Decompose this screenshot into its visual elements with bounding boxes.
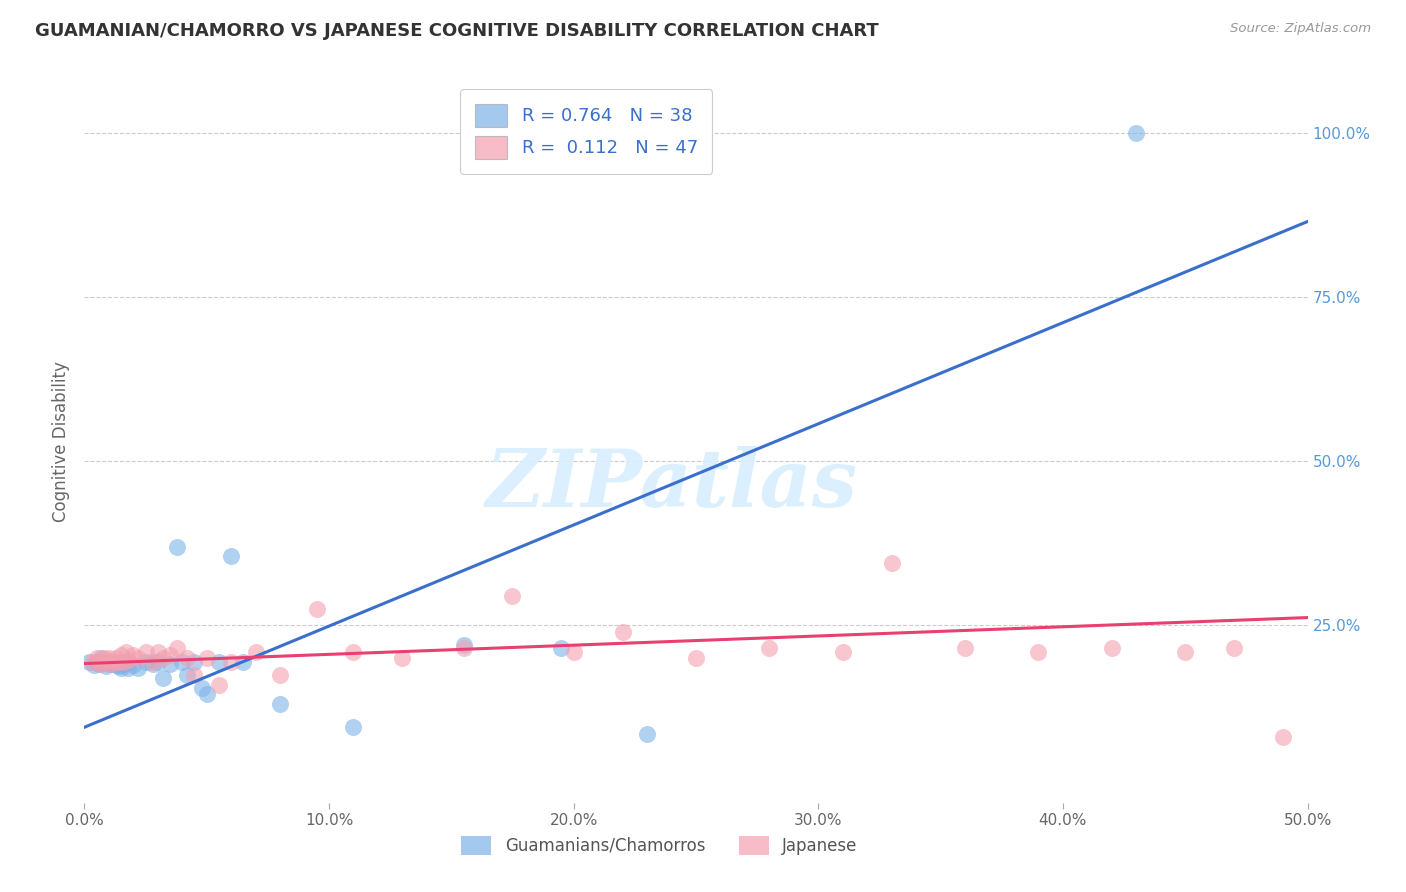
Y-axis label: Cognitive Disability: Cognitive Disability [52,361,70,522]
Point [1223,641,1246,656]
Point [269,667,291,681]
Point [105,657,128,672]
Point [110,661,132,675]
Point [112,655,135,669]
Point [90,651,112,665]
Point [758,641,780,656]
Point [107,659,129,673]
Point [391,651,413,665]
Point [135,645,157,659]
Point [269,698,291,712]
Point [86,651,108,665]
Point [502,589,524,603]
Point [97,651,120,665]
Point [107,655,129,669]
Point [342,720,364,734]
Point [208,655,231,669]
Point [612,625,634,640]
Point [550,641,572,656]
Text: GUAMANIAN/CHAMORRO VS JAPANESE COGNITIVE DISABILITY CORRELATION CHART: GUAMANIAN/CHAMORRO VS JAPANESE COGNITIVE… [35,22,879,40]
Point [166,641,188,656]
Point [453,641,475,656]
Point [152,671,174,685]
Point [880,556,903,570]
Point [77,655,100,669]
Point [115,655,138,669]
Point [342,645,364,659]
Point [87,655,110,669]
Text: Source: ZipAtlas.com: Source: ZipAtlas.com [1230,22,1371,36]
Point [562,645,585,659]
Point [152,651,174,665]
Point [166,540,188,554]
Point [105,651,128,665]
Point [176,651,198,665]
Point [1101,641,1123,656]
Point [117,652,139,666]
Point [122,648,145,662]
Point [183,667,205,681]
Point [142,655,165,669]
Point [117,661,139,675]
Point [219,549,242,564]
Point [685,651,707,665]
Point [172,655,194,669]
Point [115,645,138,659]
Point [103,655,125,669]
Point [1272,730,1295,744]
Point [110,648,132,662]
Point [93,655,115,669]
Point [1028,645,1050,659]
Text: ZIPatlas: ZIPatlas [485,446,858,524]
Point [176,667,198,681]
Point [90,657,112,671]
Point [127,661,149,675]
Point [636,727,658,741]
Point [453,638,475,652]
Point [83,657,105,672]
Point [195,651,218,665]
Point [159,648,181,662]
Point [195,687,218,701]
Point [112,657,135,671]
Point [103,657,125,671]
Point [86,655,108,669]
Point [219,655,242,669]
Point [100,655,122,669]
Point [93,651,115,665]
Point [191,681,214,695]
Point [100,657,122,671]
Point [135,655,157,669]
Point [97,657,120,671]
Point [208,677,231,691]
Point [183,655,205,669]
Point [80,655,103,669]
Point [245,645,267,659]
Point [953,641,976,656]
Point [146,645,169,659]
Point [232,655,254,669]
Point [305,602,328,616]
Point [831,645,853,659]
Point [146,655,169,669]
Point [1174,645,1197,659]
Point [142,657,165,671]
Point [127,651,149,665]
Point [159,657,181,671]
Point [96,655,118,669]
Point [122,657,145,672]
Point [96,659,118,673]
Point [87,657,110,671]
Point [1125,126,1147,140]
Legend: Guamanians/Chamorros, Japanese: Guamanians/Chamorros, Japanese [450,824,869,867]
